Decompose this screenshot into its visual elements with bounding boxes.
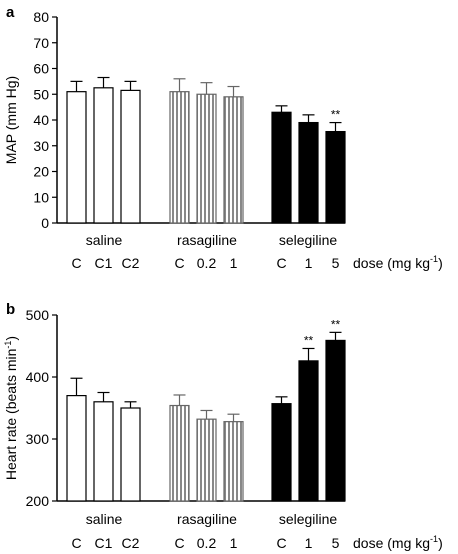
panel-label: b bbox=[6, 301, 15, 318]
category-label: C bbox=[174, 255, 184, 271]
category-label: C1 bbox=[95, 535, 113, 551]
category-label: 1 bbox=[230, 255, 238, 271]
category-label: C1 bbox=[95, 255, 113, 271]
group-label: saline bbox=[86, 511, 123, 527]
bar-rasagiline bbox=[223, 96, 244, 224]
bar-selegiline bbox=[271, 111, 292, 224]
bar-rasagiline bbox=[223, 421, 244, 502]
y-tick-label: 80 bbox=[33, 9, 49, 25]
category-label: C bbox=[276, 255, 286, 271]
bar-saline bbox=[66, 395, 87, 502]
bar-selegiline bbox=[325, 130, 346, 224]
panel-label: a bbox=[6, 4, 15, 21]
bar-saline bbox=[120, 407, 141, 502]
category-label: 0.2 bbox=[197, 535, 217, 551]
dose-label: dose (mg kg-1) bbox=[353, 254, 443, 271]
bar-rasagiline bbox=[196, 93, 217, 224]
y-tick-label: 400 bbox=[26, 369, 50, 385]
bar-saline bbox=[93, 87, 114, 224]
y-tick-label: 200 bbox=[26, 493, 50, 509]
category-label: 5 bbox=[332, 255, 340, 271]
y-tick-label: 60 bbox=[33, 61, 49, 77]
group-label: rasagiline bbox=[177, 511, 237, 527]
category-label: 1 bbox=[305, 535, 313, 551]
category-label: C bbox=[71, 255, 81, 271]
category-label: C bbox=[174, 535, 184, 551]
bar-saline bbox=[66, 91, 87, 224]
bar-selegiline bbox=[271, 403, 292, 502]
y-tick-label: 30 bbox=[33, 138, 49, 154]
y-tick-label: 0 bbox=[41, 215, 49, 231]
y-tick-label: 300 bbox=[26, 431, 50, 447]
category-label: C2 bbox=[122, 255, 140, 271]
bar-rasagiline bbox=[169, 91, 190, 224]
group-label: saline bbox=[86, 232, 123, 248]
group-label: selegiline bbox=[279, 232, 338, 248]
bar-saline bbox=[93, 401, 114, 502]
bar-selegiline bbox=[325, 339, 346, 502]
category-label: 1 bbox=[230, 535, 238, 551]
category-label: 1 bbox=[305, 255, 313, 271]
group-label: selegiline bbox=[279, 511, 338, 527]
y-tick-label: 70 bbox=[33, 35, 49, 51]
dose-label: dose (mg kg-1) bbox=[353, 534, 443, 551]
y-tick-label: 20 bbox=[33, 164, 49, 180]
bar-saline bbox=[120, 89, 141, 224]
bar-rasagiline bbox=[196, 418, 217, 502]
category-label: C2 bbox=[122, 535, 140, 551]
bar-selegiline bbox=[298, 360, 319, 502]
significance-marker: ** bbox=[331, 108, 341, 122]
category-label: C bbox=[71, 535, 81, 551]
y-tick-label: 50 bbox=[33, 86, 49, 102]
y-tick-label: 500 bbox=[26, 307, 50, 323]
category-label: C bbox=[276, 535, 286, 551]
category-label: 5 bbox=[332, 535, 340, 551]
significance-marker: ** bbox=[304, 333, 314, 347]
bar-rasagiline bbox=[169, 404, 190, 502]
y-tick-label: 40 bbox=[33, 112, 49, 128]
y-axis-label: Heart rate (beats min-1) bbox=[3, 336, 19, 480]
category-label: 0.2 bbox=[197, 255, 217, 271]
bar-selegiline bbox=[298, 121, 319, 224]
group-label: rasagiline bbox=[177, 232, 237, 248]
y-tick-label: 10 bbox=[33, 189, 49, 205]
significance-marker: ** bbox=[331, 317, 341, 331]
y-axis-label: MAP (mm Hg) bbox=[3, 76, 19, 164]
